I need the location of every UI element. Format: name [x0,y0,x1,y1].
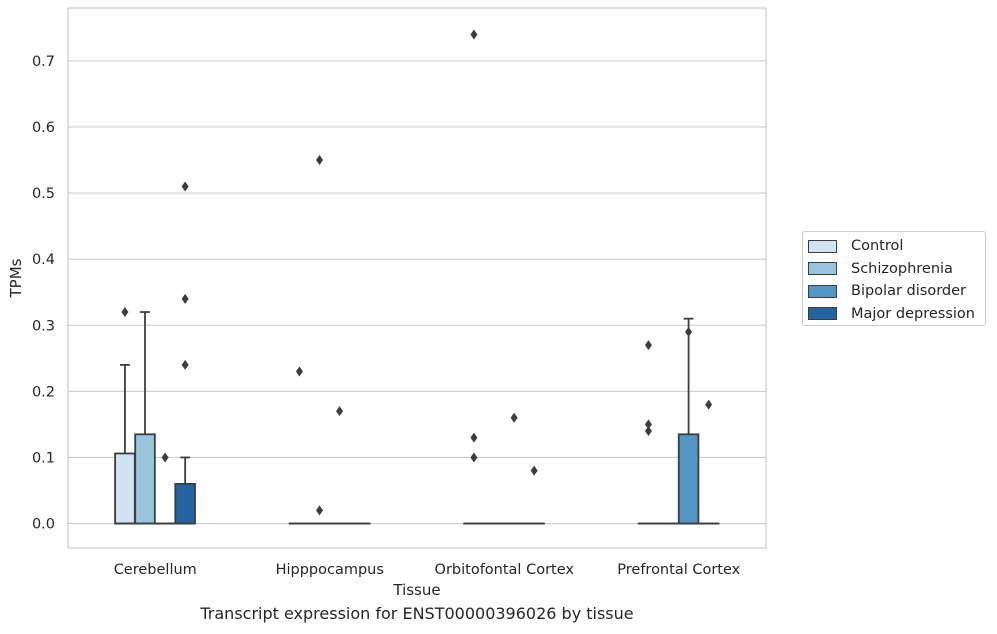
outlier-s3-c2-0 [530,465,538,476]
plot-frame [67,7,767,549]
legend-item-schizophrenia: Schizophrenia [808,258,985,281]
legend-label-control: Control [851,238,904,255]
box-s2-c3 [677,433,700,525]
outlier-s2-c0-0 [161,452,169,463]
x-axis-title: Tissue [392,581,440,599]
outlier-s1-c1-0 [316,155,324,166]
y-tick-label-7: 0.7 [32,54,55,70]
y-tick-label-4: 0.4 [32,252,55,268]
outlier-s0-c2-0 [470,29,478,40]
box-s3-c0 [174,482,196,525]
chart-caption: Transcript expression for ENST0000039602… [200,604,634,623]
box-s0-c0 [114,452,136,525]
legend-swatch-major-depression [808,307,837,321]
outlier-s0-c2-2 [470,452,478,463]
x-tick-label-0: Cerebellum [114,562,197,578]
y-tick-label-0: 0.0 [32,517,55,533]
box-s1-c0 [134,433,156,525]
legend-label-schizophrenia: Schizophrenia [851,260,953,277]
outlier-s3-c3-0 [705,399,713,410]
outlier-s2-c2-0 [510,412,518,423]
y-tick-label-3: 0.3 [32,318,55,334]
x-tick-label-3: Prefrontal Cortex [617,562,740,578]
outlier-s1-c1-1 [316,505,324,516]
outlier-s3-c0-1 [181,293,189,304]
outlier-s3-c0-0 [181,181,189,192]
outlier-s2-c1-0 [336,406,344,417]
y-tick-label-5: 0.5 [32,186,55,202]
boxes-layer [114,29,720,525]
legend-label-major-depression: Major depression [851,305,975,322]
legend-item-bipolar-disorder: Bipolar disorder [808,280,985,303]
legend: Control Schizophrenia Bipolar disorder M… [802,231,986,326]
legend-item-major-depression: Major depression [808,303,985,326]
x-tick-labels: Cerebellum Hipppocampus Orbitofontal Corte… [114,562,741,578]
outlier-s0-c1-0 [295,366,303,377]
outlier-s2-c3-0 [685,326,693,337]
grid-lines [68,60,766,525]
y-tick-label-6: 0.6 [32,120,55,136]
x-tick-label-2: Orbitofontal Cortex [435,562,575,578]
legend-swatch-bipolar-disorder [808,284,837,298]
outlier-s0-c0-0 [121,307,129,318]
outlier-s0-c3-2 [644,426,652,437]
outlier-s0-c3-0 [644,340,652,351]
outlier-s0-c2-1 [470,432,478,443]
y-tick-label-1: 0.1 [32,450,55,466]
legend-label-bipolar-disorder: Bipolar disorder [851,283,966,300]
y-tick-label-2: 0.2 [32,384,55,400]
x-tick-label-1: Hipppocampus [276,562,384,578]
y-tick-labels: 0.0 0.1 0.2 0.3 0.4 0.5 0.6 0.7 [32,54,55,533]
outlier-s0-c3-1 [644,419,652,430]
legend-swatch-schizophrenia [808,262,837,276]
outlier-s3-c0-2 [181,359,189,370]
legend-item-control: Control [808,235,985,258]
legend-swatch-control [808,239,837,253]
y-axis-title: TPMs [7,258,25,298]
